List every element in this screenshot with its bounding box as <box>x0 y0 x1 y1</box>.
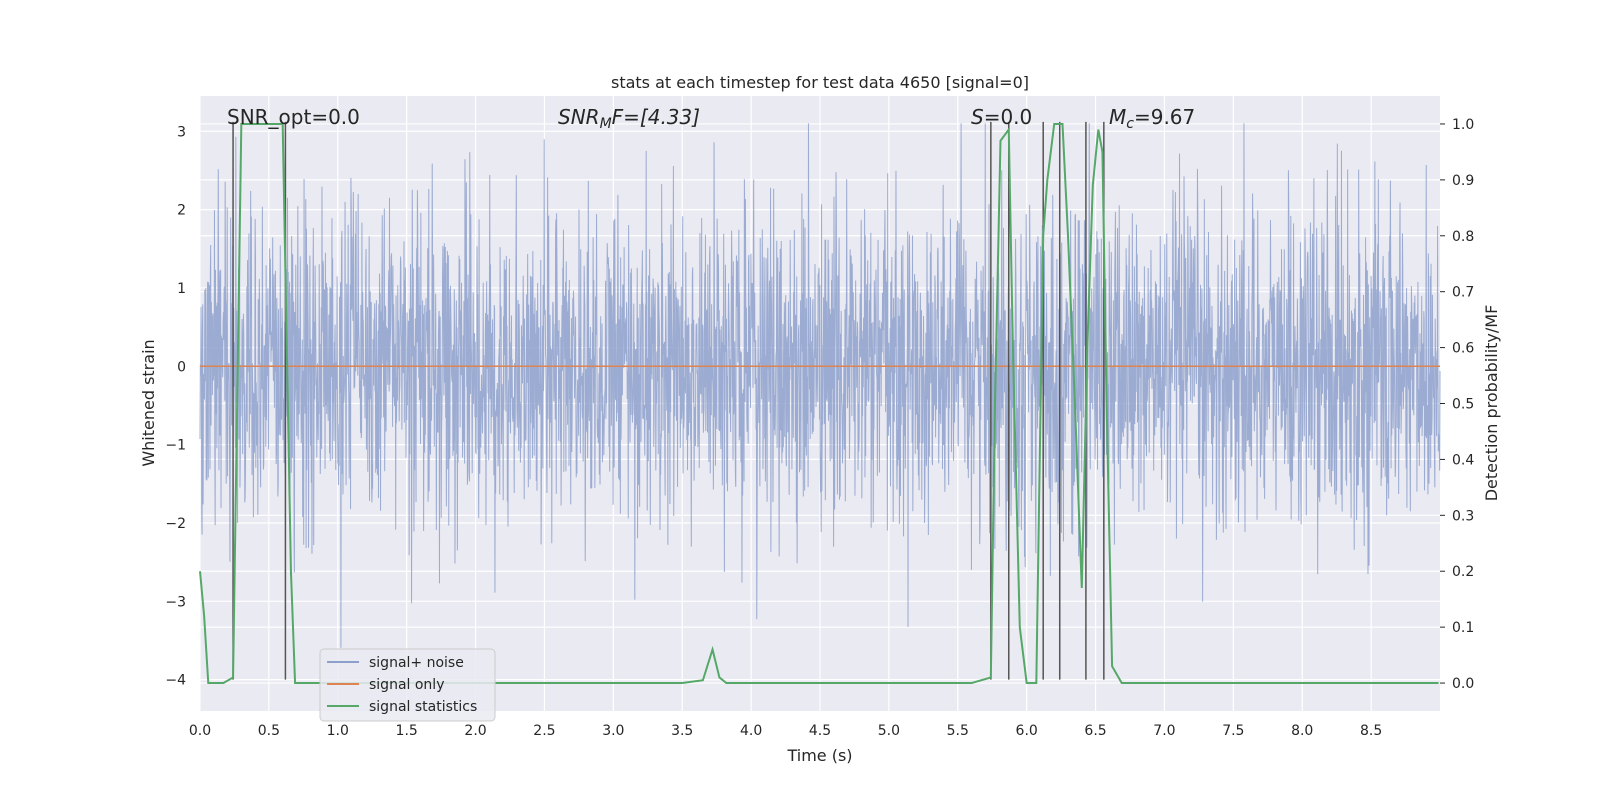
x-tick-label: 8.0 <box>1291 723 1313 739</box>
x-tick-label: 2.0 <box>464 723 486 739</box>
legend-label-signal-statistics: signal statistics <box>369 699 477 715</box>
x-tick-labels: 0.0 0.5 1.0 1.5 2.0 2.5 3.0 3.5 4.0 4.5 5.0 5.5 6.0 6… <box>189 723 1382 739</box>
annotation-snr-opt: SNR_opt=0.0 <box>227 105 360 129</box>
annotation-s-stat: S=0.0 <box>971 105 1032 129</box>
y2-tick-label: 0.8 <box>1452 229 1474 245</box>
y-tick-labels: 3 2 1 0 −1 −2 −3 −4 <box>165 124 186 688</box>
y2-tick-label: 0.6 <box>1452 341 1474 357</box>
y2-tick-label: 0.5 <box>1452 397 1474 413</box>
x-tick-label: 2.5 <box>533 723 555 739</box>
x-tick-label: 6.5 <box>1084 723 1106 739</box>
y2-tick-label: 0.3 <box>1452 508 1474 524</box>
x-tick-label: 4.0 <box>740 723 762 739</box>
x-tick-label: 5.5 <box>947 723 969 739</box>
x-tick-label: 0.0 <box>189 723 211 739</box>
x-tick-label: 7.0 <box>1153 723 1175 739</box>
y-tick-label: 2 <box>177 203 186 219</box>
y-tick-label: −4 <box>165 673 186 689</box>
x-tick-label: 3.5 <box>671 723 693 739</box>
legend-label-signal-only: signal only <box>369 677 444 693</box>
y-axis-label: Whitened strain <box>139 339 158 466</box>
signal-noise-line <box>199 123 1441 648</box>
y2-tick-label: 0.1 <box>1452 620 1474 636</box>
y2-tick-label: 0.7 <box>1452 285 1474 301</box>
y2-tick-label: 0.4 <box>1452 452 1474 468</box>
y-tick-label: 0 <box>177 359 186 375</box>
y2-tick-label: 0.0 <box>1452 676 1474 692</box>
legend-label-signal-noise: signal+ noise <box>369 655 464 671</box>
x-tick-label: 4.5 <box>809 723 831 739</box>
x-tick-label: 0.5 <box>258 723 280 739</box>
x-tick-label: 1.5 <box>396 723 418 739</box>
annotation-mc: Mc=9.67 <box>1109 105 1195 132</box>
legend: signal+ noise signal only signal statist… <box>319 648 496 722</box>
x-tick-label: 8.5 <box>1360 723 1382 739</box>
y2-tick-label: 1.0 <box>1452 117 1474 133</box>
x-tick-label: 7.5 <box>1222 723 1244 739</box>
signal-statistics-series <box>199 122 1439 685</box>
y-tick-label: 1 <box>177 281 186 297</box>
annotation-snr-mf: SNRMF=[4.33] <box>558 105 700 132</box>
x-axis-label: Time (s) <box>786 746 852 765</box>
y2-tick-label: 0.2 <box>1452 564 1474 580</box>
x-tick-label: 1.0 <box>327 723 349 739</box>
y-tick-label: −1 <box>165 438 186 454</box>
signal-noise-series <box>199 123 1441 648</box>
y2-axis-label: Detection probability/MF <box>1482 305 1501 502</box>
y-tick-label: −3 <box>165 594 186 610</box>
x-tick-label: 3.0 <box>602 723 624 739</box>
y-tick-label: 3 <box>177 124 186 140</box>
legend-box <box>319 648 496 722</box>
x-tick-label: 5.0 <box>878 723 900 739</box>
y2-tick-labels: 1.0 0.9 0.8 0.7 0.6 0.5 0.4 0.3 0.2 0.1 0.0 <box>1440 117 1474 692</box>
x-tick-label: 6.0 <box>1016 723 1038 739</box>
y-tick-label: −2 <box>165 516 186 532</box>
y2-tick-label: 0.9 <box>1452 173 1474 189</box>
chart-title: stats at each timestep for test data 465… <box>611 73 1029 92</box>
